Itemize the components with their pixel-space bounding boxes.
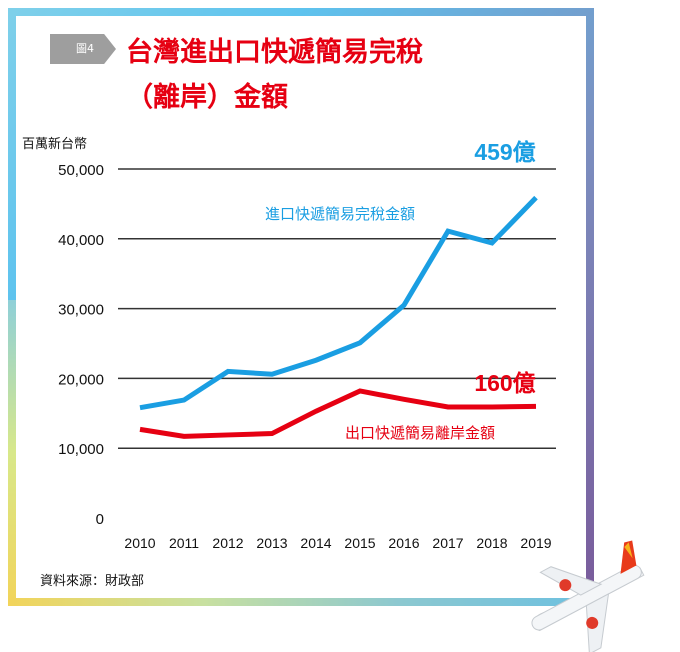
gradient-frame-bottom [8, 598, 594, 606]
y-axis-unit: 百萬新台幣 [22, 137, 88, 152]
y-tick-label: 30,000 [58, 302, 104, 319]
legend-label: 進口快遞簡易完稅金額 [265, 205, 415, 223]
end-value-label: 160億 [474, 370, 535, 396]
x-tick-label: 2019 [520, 535, 551, 551]
x-tick-label: 2015 [344, 535, 375, 551]
series-line-import [139, 195, 538, 411]
x-tick-label: 2010 [124, 535, 155, 551]
chart-title: 台灣進出口快遞簡易完稅 （離岸）金額 [126, 30, 566, 120]
title-line-2: （離岸）金額 [126, 82, 288, 113]
end-value-label: 459億 [474, 139, 535, 165]
x-tick-label: 2011 [169, 535, 199, 551]
source-note: 資料來源：財政部 [40, 574, 145, 589]
x-tick-label: 2018 [476, 535, 507, 551]
figure-tag: 圖4 [50, 34, 116, 64]
y-tick-label: 20,000 [58, 371, 104, 388]
x-tick-label: 2013 [256, 535, 287, 551]
y-tick-label: 50,000 [58, 162, 104, 179]
y-tick-label: 40,000 [58, 232, 104, 249]
legend-label: 出口快遞簡易離岸金額 [345, 424, 495, 442]
y-tick-label: 0 [96, 511, 104, 528]
x-tick-label: 2017 [432, 535, 463, 551]
x-tick-label: 2012 [212, 535, 243, 551]
x-tick-label: 2014 [300, 535, 331, 551]
chart-panel [16, 16, 586, 598]
x-tick-label: 2016 [388, 535, 419, 551]
y-tick-label: 10,000 [58, 441, 104, 458]
title-line-1: 台灣進出口快遞簡易完稅 [126, 37, 423, 68]
gradient-frame-left [8, 300, 16, 606]
series-line-export [139, 388, 537, 439]
